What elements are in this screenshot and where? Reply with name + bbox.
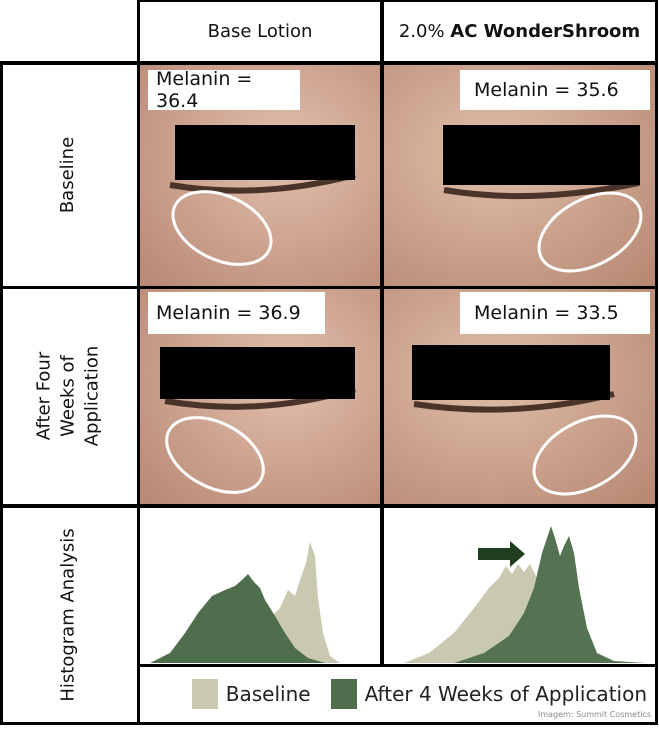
legend-label-after: After 4 Weeks of Application (364, 682, 647, 706)
eye-censor-bar (175, 125, 355, 180)
grid-line (0, 286, 658, 289)
histogram-baseline-area (180, 542, 340, 663)
column-label-prefix: 2.0% (398, 21, 451, 42)
grid-line (137, 0, 140, 725)
legend-swatch-baseline (191, 679, 218, 709)
melanin-label: Melanin = 35.6 (460, 70, 650, 110)
image-credit: Imagem: Summit Cosmetics (537, 710, 651, 719)
histogram-after-area (150, 574, 325, 663)
histogram-base-lotion (150, 542, 340, 663)
column-header-active: 2.0% AC WonderShroom (384, 0, 655, 63)
roi-ellipse (165, 416, 265, 494)
column-label: Base Lotion (207, 21, 313, 42)
legend-swatch-after (330, 679, 357, 709)
melanin-label: Melanin = 33.5 (460, 292, 650, 334)
brand-name: AC WonderShroom (450, 21, 641, 42)
row-label-after: After Four Weeks of Application (0, 287, 137, 505)
melanin-label: Melanin = 36.4 (148, 68, 300, 112)
grid-line (137, 664, 658, 667)
histogram-active (404, 526, 646, 663)
legend-label-baseline: Baseline (225, 682, 311, 706)
eye-censor-bar (443, 125, 640, 185)
row-label: After Four Weeks of Application (33, 345, 103, 447)
row-label-baseline: Baseline (0, 63, 137, 287)
arrow-right-icon (478, 541, 525, 567)
grid-line (0, 722, 658, 725)
row-label: Histogram Analysis (57, 528, 79, 702)
histogram-after-area (454, 526, 646, 663)
grid-line (380, 0, 384, 665)
roi-ellipse (171, 190, 273, 266)
grid-line (0, 504, 658, 508)
row-label: Baseline (57, 136, 79, 214)
grid-line (655, 0, 658, 725)
row-label-histogram: Histogram Analysis (0, 505, 137, 725)
eye-censor-bar (160, 347, 355, 399)
eye-censor-bar (412, 345, 610, 400)
roi-ellipse (537, 191, 643, 273)
grid-line (0, 61, 3, 725)
roi-ellipse (532, 414, 638, 496)
melanin-label: Melanin = 36.9 (148, 292, 325, 334)
grid-line (0, 61, 658, 65)
legend: Baseline After 4 Weeks of Application (140, 668, 655, 720)
photo-baseline-active (384, 65, 655, 287)
column-header-base-lotion: Base Lotion (140, 0, 380, 63)
grid-line (137, 0, 658, 2)
